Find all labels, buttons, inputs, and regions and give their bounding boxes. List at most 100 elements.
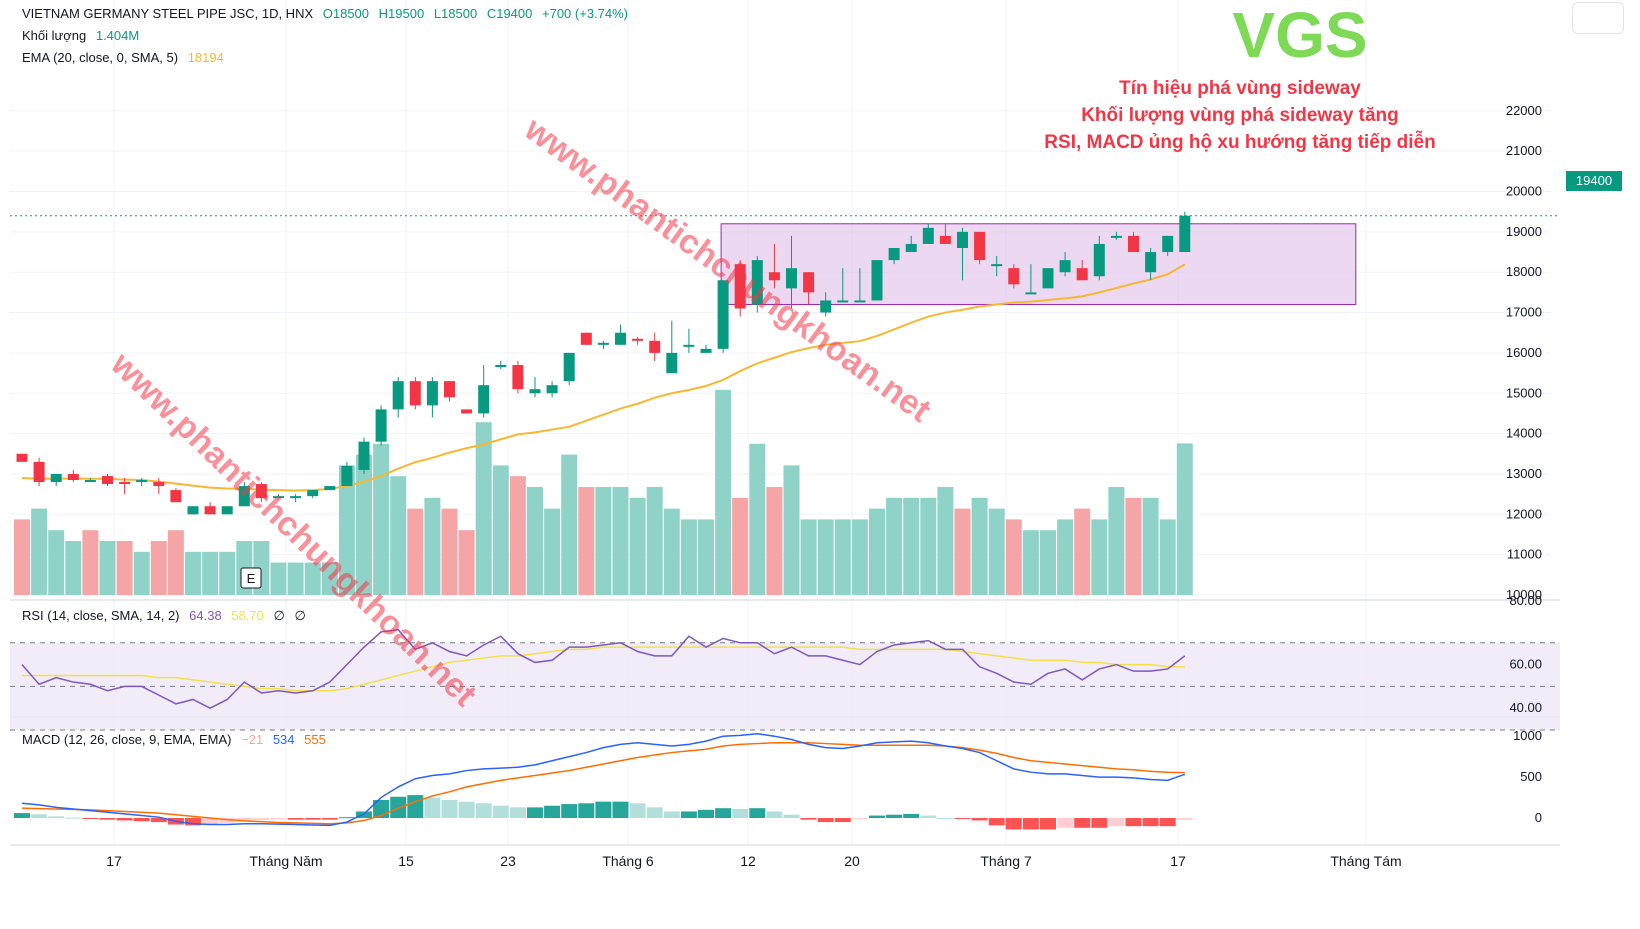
macd-hist-bar [1125, 818, 1142, 827]
scale-button[interactable] [1572, 2, 1624, 34]
macd-hist-bar [766, 811, 783, 818]
macd-hist-bar [1159, 818, 1176, 827]
volume-bar [851, 519, 868, 595]
candle-body [273, 496, 284, 499]
volume-bar [99, 541, 116, 595]
macd-hist-bar [698, 809, 714, 818]
time-axis-label: 12 [740, 853, 756, 869]
macd-hist-bar [578, 803, 595, 818]
macd-hist-bar [287, 818, 304, 820]
candle-body [905, 243, 917, 253]
price-axis-label: 12000 [1506, 506, 1542, 521]
volume-bar [971, 497, 988, 595]
volume-bar [698, 519, 714, 595]
candle-body [803, 272, 815, 293]
macd-hist-bar [629, 803, 646, 818]
candle-body [392, 381, 404, 410]
macd-axis-label: 500 [1520, 769, 1542, 784]
signal-line [21, 741, 1185, 825]
price-axis-label: 17000 [1506, 305, 1542, 320]
rsi-value: 64.38 [189, 608, 222, 623]
candle-body [358, 441, 370, 470]
candle-body [512, 365, 524, 390]
time-axis-label: Tháng 6 [602, 853, 654, 869]
macd-hist-bar [270, 818, 287, 820]
macd-hist-bar [458, 801, 475, 818]
ema-line [21, 263, 1186, 492]
candle-body [1059, 260, 1071, 273]
candle-body [632, 338, 644, 341]
macd-hist-bar [407, 795, 424, 818]
candle-body [375, 409, 387, 442]
volume-bar [304, 562, 321, 595]
rsi-line [21, 628, 1186, 710]
candle-body [751, 260, 763, 305]
volume-bar [1057, 519, 1074, 595]
earnings-marker [240, 567, 262, 589]
sideway-zone [720, 223, 1357, 305]
macd-hist-bar [800, 818, 817, 820]
volume-bar [920, 497, 937, 595]
volume-bar [48, 530, 65, 595]
macd-hist-bar [441, 800, 458, 818]
macd-hist-bar [116, 818, 133, 821]
volume-bar [424, 497, 441, 595]
candle-body [871, 260, 883, 301]
volume-bar [937, 487, 954, 595]
time-axis-label: Tháng Năm [249, 853, 322, 869]
volume-legend: Khối lượng 1.404M [22, 28, 145, 43]
price-axis-label: 20000 [1506, 184, 1542, 199]
candle-body [820, 300, 832, 313]
macd-hist-bar [185, 818, 201, 826]
price-axis-label: 15000 [1506, 385, 1542, 400]
volume-bar [82, 530, 99, 595]
volume-bar [458, 530, 475, 595]
annotation-3: RSI, MACD ủng hộ xu hướng tăng tiếp diễn [1044, 132, 1436, 153]
symbol-name: VIETNAM GERMANY STEEL PIPE JSC, 1D, HNX [22, 6, 314, 21]
volume-bar [150, 541, 167, 595]
macd-hist-bar [544, 805, 561, 818]
volume-bar [612, 487, 629, 595]
candle-body [786, 268, 797, 289]
candle-body [1162, 235, 1174, 253]
volume-bar [988, 508, 1005, 595]
macd-hist-bar [1142, 818, 1159, 827]
macd-hist-bar [903, 813, 920, 818]
volume-bar [578, 487, 595, 595]
candle-body [563, 352, 575, 382]
volume-bar [1040, 530, 1056, 595]
macd-hist-bar [48, 816, 65, 818]
candle-body [461, 409, 473, 414]
candle-body [957, 231, 968, 248]
macd-hist-bar [475, 803, 492, 818]
candle-body [33, 461, 45, 483]
volume-bar [287, 562, 304, 595]
time-axis-label: 17 [1170, 853, 1186, 869]
macd-hist-bar [65, 817, 82, 819]
macd-label: MACD (12, 26, close, 9, EMA, EMA) [22, 732, 232, 747]
volume-bar [116, 541, 133, 595]
candle-body [84, 480, 96, 483]
rsi-label: RSI (14, close, SMA, 14, 2) [22, 608, 180, 623]
price-axis-label: 14000 [1506, 426, 1542, 441]
macd-hist-value: −21 [241, 732, 264, 747]
volume-bar [373, 443, 390, 595]
macd-hist-bar [321, 818, 338, 820]
price-axis-label: 22000 [1506, 103, 1542, 118]
volume-bar [1022, 530, 1039, 595]
candle-body [426, 381, 438, 406]
macd-hist-bar [219, 818, 236, 823]
macd-hist-bar [732, 809, 749, 818]
volume-bar [800, 519, 817, 595]
rsi-ma-value: 58.70 [231, 608, 264, 623]
volume-bar [475, 422, 492, 595]
price-axis-label: 19000 [1506, 224, 1542, 239]
candle-body [649, 340, 661, 353]
price-axis-label: 21000 [1506, 143, 1542, 158]
macd-hist-bar [133, 818, 150, 822]
candle-body [734, 264, 746, 309]
volume-bar [356, 454, 372, 595]
volume-bar [766, 487, 783, 595]
macd-hist-bar [1176, 818, 1193, 820]
